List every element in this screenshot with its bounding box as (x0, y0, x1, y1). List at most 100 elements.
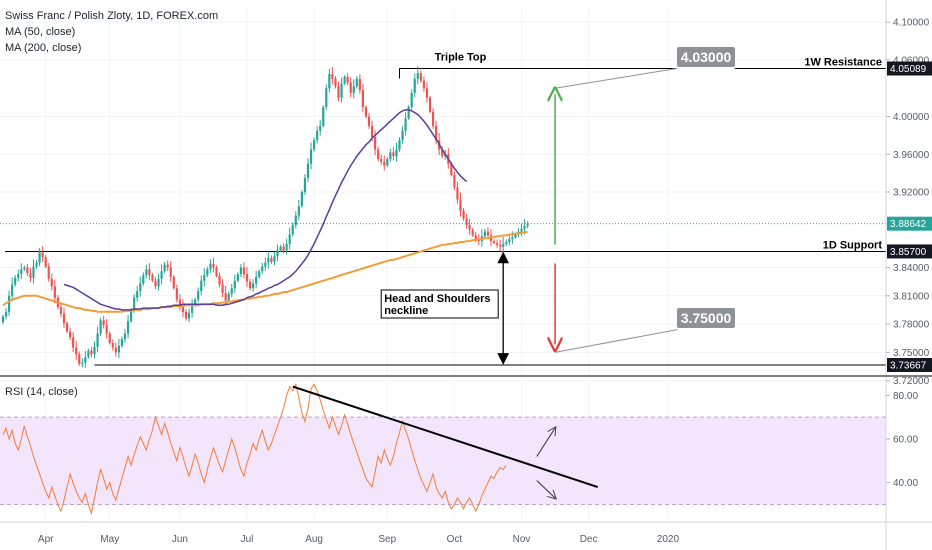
candle-body (316, 130, 319, 141)
rsi-trendline[interactable] (292, 385, 599, 488)
neckline-label-box (380, 289, 499, 319)
candle-body (483, 231, 486, 237)
candle-body (520, 228, 523, 232)
svg-text:4.05089: 4.05089 (890, 64, 927, 75)
candle-body (441, 149, 444, 157)
price-tick-label: 3.78000 (893, 320, 930, 331)
rsi-axis[interactable]: 80.00 60.00 40.00 (886, 391, 918, 489)
candle-body (358, 78, 361, 91)
candle-body (288, 234, 291, 244)
rsi-breakout-up-arrow (536, 428, 555, 457)
candle-body (4, 311, 8, 317)
candle-body (456, 187, 459, 200)
candle-body (459, 199, 462, 211)
candle-body (26, 267, 29, 274)
candle-body (267, 258, 270, 263)
candle-body (59, 307, 63, 314)
candle-body (300, 192, 303, 207)
candle-body (352, 86, 355, 93)
rsi-tick-label: 60.00 (893, 434, 918, 445)
candle-body (99, 320, 102, 334)
candle-body (169, 267, 172, 277)
candle-body (346, 76, 349, 83)
target-up-label: 4.03000 (681, 49, 732, 65)
candle-body (309, 149, 313, 164)
candle-body (377, 149, 380, 159)
neckline-label-line1: Head and Shoulders (384, 293, 490, 305)
candle-body (255, 276, 258, 284)
neckline-label-line2: neckline (384, 305, 428, 317)
rsi-tick-label: 80.00 (893, 391, 918, 402)
rsi-line (2, 382, 507, 516)
target-down-callout[interactable]: 3.75000 (554, 306, 737, 353)
candle-body (340, 83, 343, 98)
candle-body (96, 333, 99, 347)
candle-body (203, 275, 206, 281)
time-axis[interactable]: Apr May Jun Jul Aug Sep Oct Nov Dec 2020 (38, 534, 680, 545)
candle-body (123, 333, 127, 340)
candle-body (53, 286, 56, 298)
candle-body (239, 267, 242, 275)
candle-body (279, 246, 282, 251)
candle-body (175, 288, 178, 300)
candle-body (471, 229, 474, 236)
time-tick-label: Apr (38, 534, 54, 545)
rsi-legend[interactable]: RSI (14, close) (5, 386, 78, 398)
candle-body (422, 80, 425, 89)
candle-body (252, 283, 255, 289)
candle-body (84, 357, 87, 363)
candle-body (17, 274, 20, 278)
candle-body (224, 292, 227, 301)
candle-body (364, 107, 368, 117)
candle-body (413, 78, 416, 93)
candle-body (334, 78, 337, 87)
candle-body (416, 73, 419, 79)
candle-body (425, 88, 429, 98)
triple-top-label: Triple Top (435, 51, 487, 63)
candle-body (166, 264, 169, 268)
svg-text:3.88642: 3.88642 (890, 219, 927, 230)
candle-body (136, 291, 139, 298)
ma50-legend[interactable]: MA (50, close) (5, 26, 75, 38)
candle-body (114, 347, 117, 353)
svg-text:3.73667: 3.73667 (890, 360, 927, 371)
price-tick-label: 3.84000 (893, 263, 930, 274)
candle-body (343, 76, 346, 84)
candle-body (44, 257, 47, 267)
price-tick-label: 4.00000 (893, 112, 930, 123)
price-tick-label: 3.92000 (893, 188, 930, 199)
candle-body (215, 267, 218, 276)
ma200-line (2, 230, 528, 313)
time-tick-label: 2020 (657, 534, 680, 545)
candle-body (157, 278, 160, 287)
ma200-legend[interactable]: MA (200, close) (5, 42, 81, 54)
candle-body (172, 276, 175, 289)
candle-body (47, 266, 50, 279)
candle-body (62, 313, 66, 324)
candle-body (313, 140, 316, 150)
candle-body (273, 256, 276, 262)
candle-body (355, 78, 358, 87)
candle-body (276, 250, 279, 257)
candle-body (218, 275, 221, 285)
price-axis[interactable]: 4.10000 4.06000 4.00000 3.96000 3.92000 3.840… (886, 18, 930, 388)
target-up-callout[interactable]: 4.03000 (554, 45, 737, 89)
candle-body (160, 271, 163, 279)
candle-body (187, 312, 191, 319)
price-tick-label: 3.72000 (893, 376, 930, 387)
candle-body (361, 90, 364, 108)
candle-body (453, 175, 456, 188)
candle-body (386, 158, 389, 166)
candle-body (117, 345, 120, 353)
candle-body (230, 288, 233, 294)
candle-body (285, 243, 288, 251)
candle-body (496, 242, 499, 245)
candle-body (139, 283, 142, 292)
svg-text:3.85700: 3.85700 (890, 247, 927, 258)
candle-body (511, 237, 514, 240)
candle-body (20, 269, 23, 275)
candle-body (419, 73, 422, 81)
price-tick-label: 3.75000 (893, 348, 930, 359)
candle-body (93, 346, 96, 355)
